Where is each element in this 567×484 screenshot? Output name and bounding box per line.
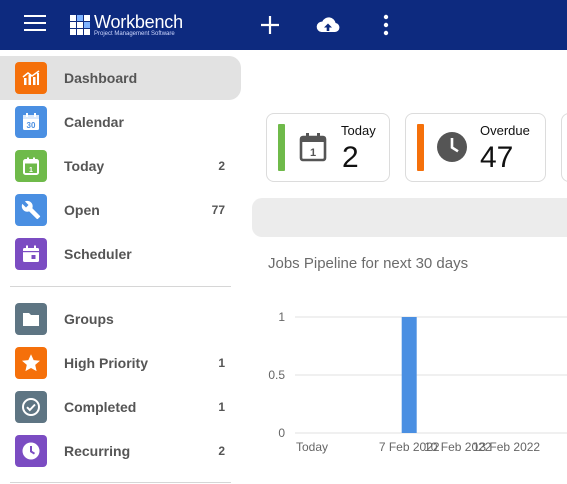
chart-title: Jobs Pipeline for next 30 days bbox=[268, 255, 469, 272]
count-badge: 2 bbox=[218, 444, 225, 458]
sidebar-item-label: Dashboard bbox=[64, 70, 138, 86]
overdue-card[interactable]: Overdue 47 bbox=[405, 113, 546, 182]
sidebar-item-groups[interactable]: Groups bbox=[0, 297, 241, 341]
x-tick-label: 7 Feb 2022 bbox=[379, 440, 440, 454]
app-header: Workbench Project Management Software bbox=[0, 0, 567, 50]
brand-name: Workbench bbox=[94, 12, 183, 32]
sidebar-item-label: Recurring bbox=[64, 443, 131, 459]
x-tick-label: 10 Feb 2022 bbox=[424, 440, 492, 454]
sidebar-item-completed[interactable]: Completed 1 bbox=[0, 385, 241, 429]
check-circle-icon bbox=[15, 391, 47, 423]
x-tick-label: Today bbox=[296, 440, 328, 454]
wrench-icon bbox=[15, 194, 47, 226]
clock-icon bbox=[436, 131, 468, 163]
calendar-today-icon: 1 bbox=[15, 150, 47, 182]
count-badge: 2 bbox=[218, 159, 225, 173]
card-label: Today bbox=[341, 123, 376, 138]
sidebar-item-label: Today bbox=[64, 158, 105, 174]
chart-bar-icon bbox=[15, 62, 47, 94]
x-tick-label: 13 Feb 2022 bbox=[473, 440, 541, 454]
brand-tagline: Project Management Software bbox=[94, 31, 175, 37]
count-badge: 1 bbox=[218, 400, 225, 414]
calendar-30-icon: 30 bbox=[15, 106, 47, 138]
card-value: 47 bbox=[480, 141, 514, 174]
sidebar: Dashboard 30 Calendar 1 Today 2 Open 77 … bbox=[0, 50, 244, 484]
sidebar-item-label: Groups bbox=[64, 311, 114, 327]
sidebar-item-today[interactable]: 1 Today 2 bbox=[0, 144, 241, 188]
sidebar-item-dashboard[interactable]: Dashboard bbox=[0, 56, 241, 100]
sidebar-item-label: Completed bbox=[64, 399, 137, 415]
logo-grid-icon bbox=[70, 15, 90, 35]
summary-card-partial[interactable] bbox=[561, 113, 567, 182]
y-tick-label: 1 bbox=[278, 310, 285, 324]
card-accent-bar bbox=[417, 124, 424, 171]
y-tick-label: 0.5 bbox=[268, 368, 285, 382]
svg-text:30: 30 bbox=[27, 121, 36, 130]
cloud-upload-icon[interactable] bbox=[315, 13, 340, 37]
sidebar-item-label: High Priority bbox=[64, 355, 149, 371]
calendar-today-icon: 1 bbox=[297, 131, 329, 163]
sidebar-divider bbox=[10, 482, 231, 483]
sidebar-divider bbox=[10, 286, 231, 287]
today-card[interactable]: 1 Today 2 bbox=[266, 113, 390, 182]
sidebar-item-open[interactable]: Open 77 bbox=[0, 188, 241, 232]
sidebar-item-high-priority[interactable]: High Priority 1 bbox=[0, 341, 241, 385]
add-icon[interactable] bbox=[258, 13, 282, 37]
card-value: 2 bbox=[342, 141, 359, 174]
sidebar-item-label: Scheduler bbox=[64, 246, 132, 262]
folder-icon bbox=[15, 303, 47, 335]
y-tick-label: 0 bbox=[278, 426, 285, 440]
sidebar-item-scheduler[interactable]: Scheduler bbox=[0, 232, 241, 276]
card-label: Overdue bbox=[480, 123, 530, 138]
card-accent-bar bbox=[278, 124, 285, 171]
sidebar-item-label: Open bbox=[64, 202, 100, 218]
more-vert-icon[interactable] bbox=[374, 13, 398, 37]
svg-text:1: 1 bbox=[310, 147, 316, 159]
sidebar-item-recurring[interactable]: Recurring 2 bbox=[0, 429, 241, 473]
star-icon bbox=[15, 347, 47, 379]
chart-bar bbox=[401, 317, 417, 433]
calendar-event-icon bbox=[15, 238, 47, 270]
count-badge: 1 bbox=[218, 356, 225, 370]
sidebar-item-label: Calendar bbox=[64, 114, 124, 130]
svg-text:1: 1 bbox=[29, 167, 33, 174]
menu-icon[interactable] bbox=[24, 15, 46, 33]
clock-icon bbox=[15, 435, 47, 467]
sidebar-item-calendar[interactable]: 30 Calendar bbox=[0, 100, 241, 144]
filter-bar[interactable] bbox=[252, 198, 567, 237]
count-badge: 77 bbox=[211, 203, 225, 217]
